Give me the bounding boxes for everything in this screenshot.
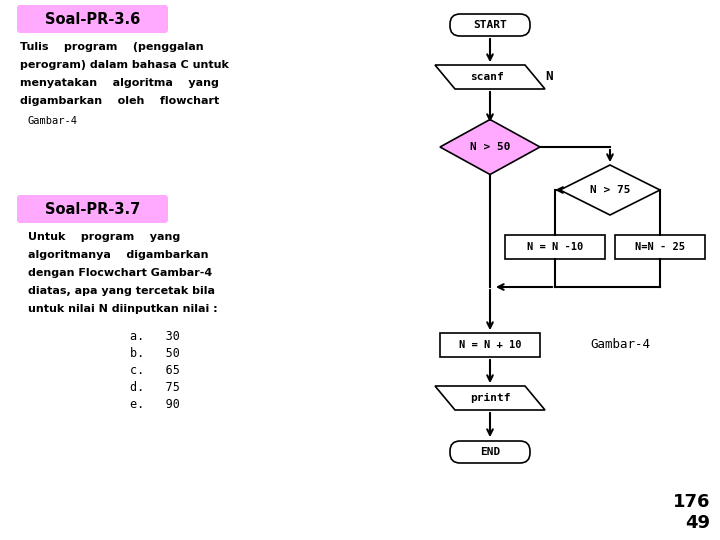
Text: diatas, apa yang tercetak bila: diatas, apa yang tercetak bila <box>28 286 215 296</box>
Text: N = N -10: N = N -10 <box>527 242 583 252</box>
Text: Untuk    program    yang: Untuk program yang <box>28 232 180 242</box>
Text: N=N - 25: N=N - 25 <box>635 242 685 252</box>
Text: printf: printf <box>469 393 510 403</box>
Text: END: END <box>480 447 500 457</box>
Text: Gambar-4: Gambar-4 <box>28 116 78 126</box>
Text: 176
49: 176 49 <box>672 493 710 532</box>
Text: dengan Flocwchart Gambar-4: dengan Flocwchart Gambar-4 <box>28 268 212 278</box>
Text: d.   75: d. 75 <box>130 381 180 394</box>
Bar <box>615 235 705 259</box>
Text: Gambar-4: Gambar-4 <box>590 339 650 352</box>
FancyBboxPatch shape <box>450 14 530 36</box>
Text: N > 75: N > 75 <box>590 185 630 195</box>
Text: algoritmanya    digambarkan: algoritmanya digambarkan <box>28 250 209 260</box>
Text: START: START <box>473 20 507 30</box>
Text: Tulis    program    (penggalan: Tulis program (penggalan <box>20 42 204 52</box>
Text: N > 50: N > 50 <box>469 142 510 152</box>
Text: N = N + 10: N = N + 10 <box>459 340 521 350</box>
Text: b.   50: b. 50 <box>130 347 180 360</box>
Text: a.   30: a. 30 <box>130 330 180 343</box>
Text: Soal-PR-3.6: Soal-PR-3.6 <box>45 11 140 26</box>
Text: digambarkan    oleh    flowchart: digambarkan oleh flowchart <box>20 96 220 106</box>
FancyBboxPatch shape <box>450 441 530 463</box>
Text: untuk nilai N diinputkan nilai :: untuk nilai N diinputkan nilai : <box>28 304 217 314</box>
Text: N: N <box>545 71 553 84</box>
Text: menyatakan    algoritma    yang: menyatakan algoritma yang <box>20 78 219 88</box>
Bar <box>505 235 605 259</box>
Polygon shape <box>440 119 540 174</box>
Polygon shape <box>435 65 545 89</box>
Polygon shape <box>560 165 660 215</box>
Text: c.   65: c. 65 <box>130 364 180 377</box>
Text: Soal-PR-3.7: Soal-PR-3.7 <box>45 201 140 217</box>
Bar <box>440 333 540 357</box>
Text: e.   90: e. 90 <box>130 398 180 411</box>
Polygon shape <box>435 386 545 410</box>
Text: perogram) dalam bahasa C untuk: perogram) dalam bahasa C untuk <box>20 60 229 70</box>
Text: scanf: scanf <box>470 72 504 82</box>
FancyBboxPatch shape <box>17 5 168 33</box>
FancyBboxPatch shape <box>17 195 168 223</box>
